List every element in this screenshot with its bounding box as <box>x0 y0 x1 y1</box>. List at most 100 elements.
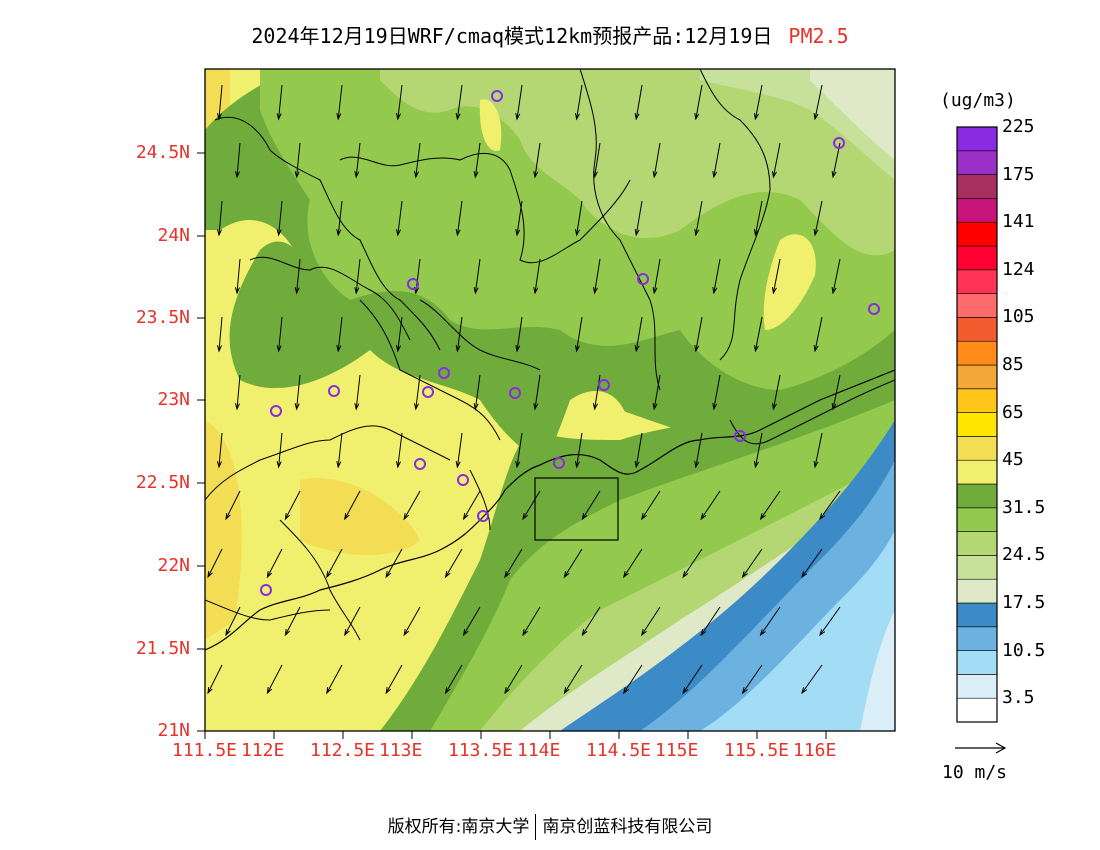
wind-arrow <box>344 490 361 521</box>
wind-arrow <box>771 258 781 295</box>
footer-divider <box>535 814 537 840</box>
wind-arrow <box>581 490 601 521</box>
wind-arrow <box>216 432 223 469</box>
lat-tick-label: 21.5N <box>135 638 190 659</box>
wind-arrow <box>801 548 823 579</box>
city-marker <box>457 474 469 486</box>
footer-right: 南京创蓝科技有限公司 <box>542 817 713 837</box>
wind-arrow <box>354 258 361 295</box>
colorbar-label: 105 <box>1002 306 1035 328</box>
city-marker <box>553 457 565 469</box>
lon-tick-label: 111.5E <box>172 740 238 761</box>
wind-arrow <box>753 316 763 353</box>
colorbar-swatch <box>956 221 998 247</box>
wind-arrow <box>574 200 583 237</box>
wind-arrow <box>444 664 463 695</box>
field-patch <box>479 99 502 151</box>
wind-arrow <box>473 374 481 411</box>
colorbar-swatch <box>956 126 998 152</box>
wind-arrow <box>522 490 541 521</box>
concentration-field <box>205 69 895 731</box>
wind-arrow <box>634 432 643 469</box>
wind-arrow <box>294 142 301 179</box>
wind-arrow <box>533 374 541 411</box>
colorbar-swatch <box>956 507 998 532</box>
city-marker <box>414 458 426 470</box>
city-markers <box>260 90 880 596</box>
wind-arrow <box>515 200 523 237</box>
colorbar-label: 175 <box>1002 163 1035 185</box>
map-title: 2024年12月19日WRF/cmaq模式12km预报产品:12月19日 PM2.… <box>0 20 1100 49</box>
wind-arrow <box>207 664 223 695</box>
wind-arrow <box>385 664 403 695</box>
wind-arrow <box>700 606 721 637</box>
wind-arrow <box>694 432 703 469</box>
wind-arrow <box>634 200 643 237</box>
colorbar-label: 3.5 <box>1002 687 1035 709</box>
wind-reference-arrow <box>955 742 1007 754</box>
wind-arrow <box>712 142 721 179</box>
colorbar-swatch <box>956 317 998 342</box>
wind-arrow <box>216 316 223 353</box>
wind-arrow <box>574 316 583 353</box>
wind-arrow <box>641 606 661 637</box>
colorbar-swatch <box>956 650 998 675</box>
wind-arrow <box>759 490 781 521</box>
city-marker <box>509 387 521 399</box>
wind-arrow <box>225 606 241 637</box>
colorbar-label: 45 <box>1002 449 1024 471</box>
wind-reference-label: 10 m/s <box>942 762 1008 783</box>
colorbar-label: 225 <box>1002 116 1035 137</box>
admin-boundaries <box>205 69 895 641</box>
wind-arrow <box>234 142 241 179</box>
wind-arrow <box>395 84 403 121</box>
city-marker <box>407 278 419 290</box>
lat-tick-label: 23N <box>157 389 190 410</box>
wind-arrow <box>234 258 241 295</box>
wind-arrow <box>225 490 241 521</box>
wind-arrow <box>819 490 841 521</box>
wind-arrow <box>819 606 841 637</box>
wind-arrow <box>700 490 721 521</box>
wind-arrow <box>574 432 583 469</box>
colorbar-swatch <box>956 245 998 271</box>
wind-arrow <box>403 490 421 521</box>
colorbar-swatch <box>956 531 998 556</box>
lon-tick-label: 115E <box>655 740 699 761</box>
colorbar-swatch <box>956 364 998 390</box>
wind-arrow <box>403 606 421 637</box>
copyright-footer: 版权所有:南京大学 南京创蓝科技有限公司 <box>0 812 1100 840</box>
colorbar-label: 31.5 <box>1002 496 1046 518</box>
wind-arrow <box>413 142 421 179</box>
wind-arrow <box>831 258 841 295</box>
lat-tick-label: 22.5N <box>135 472 190 493</box>
colorbar-swatch <box>956 555 998 580</box>
title-variable: PM2.5 <box>788 24 849 48</box>
wind-arrow <box>473 258 481 295</box>
city-marker <box>422 386 434 398</box>
wind-arrow <box>385 548 403 579</box>
field-band-lightest <box>810 69 895 160</box>
lat-tick-label: 24.5N <box>135 142 190 163</box>
field-band-17 <box>380 69 895 256</box>
city-marker <box>270 405 282 417</box>
wind-arrow <box>216 84 223 121</box>
wind-arrow <box>294 258 301 295</box>
wind-arrow <box>455 316 463 353</box>
wind-arrow <box>336 200 343 237</box>
wind-arrow <box>473 142 481 179</box>
wind-arrow <box>395 200 403 237</box>
wind-arrow <box>284 606 301 637</box>
wind-arrow <box>623 664 643 695</box>
wind-arrow <box>455 200 463 237</box>
city-marker <box>477 510 489 522</box>
colorbar-swatch <box>956 388 998 413</box>
wind-arrow <box>515 84 523 121</box>
colorbar-label: 17.5 <box>1002 592 1046 613</box>
wind-arrow <box>592 142 601 179</box>
wind-arrow <box>413 374 421 411</box>
wind-arrow <box>771 142 781 179</box>
colorbar-label: 124 <box>1002 258 1035 280</box>
wind-arrow <box>641 490 661 521</box>
wind-arrow <box>336 84 343 121</box>
